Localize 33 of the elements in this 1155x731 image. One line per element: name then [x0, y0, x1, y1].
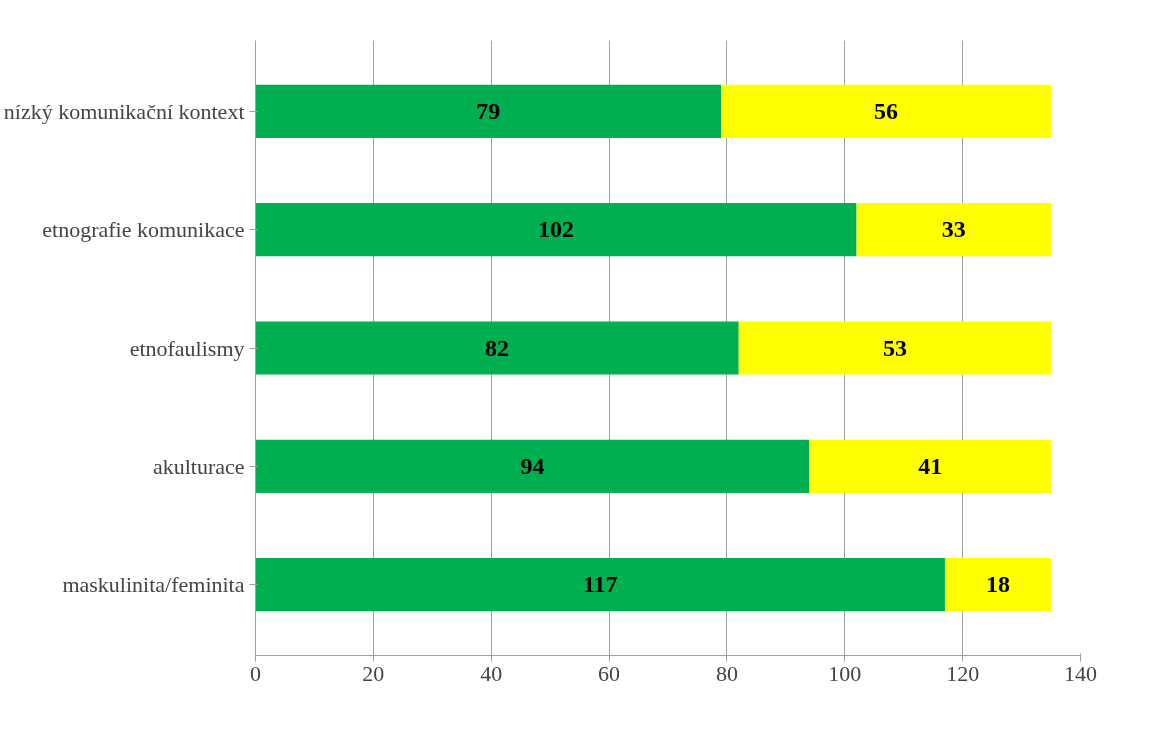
x-tick-label: 20 [362, 660, 385, 686]
bar [255, 321, 739, 375]
y-tick-label: etnofaulismy [129, 335, 245, 361]
data-label: 56 [874, 97, 899, 124]
data-label: 53 [882, 334, 907, 361]
bar [738, 321, 1052, 375]
data-label: 18 [986, 571, 1010, 598]
x-tick-label: 140 [1064, 660, 1097, 686]
bar [809, 439, 1052, 493]
data-label: 102 [538, 216, 575, 243]
y-tick-label: nízký komunikační kontext [3, 98, 245, 124]
x-tick-label: 100 [828, 660, 862, 686]
bar [255, 84, 722, 139]
x-tick-label: 60 [598, 660, 621, 686]
bar [721, 84, 1052, 139]
bar [856, 203, 1052, 257]
data-label: 41 [918, 452, 943, 479]
data-label: 79 [476, 97, 501, 124]
x-tick-label: 120 [946, 660, 980, 686]
y-tick-label: akulturace [152, 453, 245, 479]
data-label: 82 [485, 334, 510, 361]
data-label: 94 [520, 452, 545, 479]
y-tick-label: etnografie komunikace [42, 217, 245, 243]
x-tick-label: 0 [250, 660, 261, 686]
bar [944, 557, 1052, 612]
bar [255, 439, 810, 493]
data-label: 33 [941, 216, 966, 243]
bar [255, 203, 857, 257]
bar [255, 557, 945, 612]
x-tick-label: 40 [480, 660, 503, 686]
y-tick-label: maskulinita/feminita [62, 572, 245, 598]
data-label: 117 [582, 571, 618, 598]
x-tick-label: 80 [715, 660, 738, 686]
